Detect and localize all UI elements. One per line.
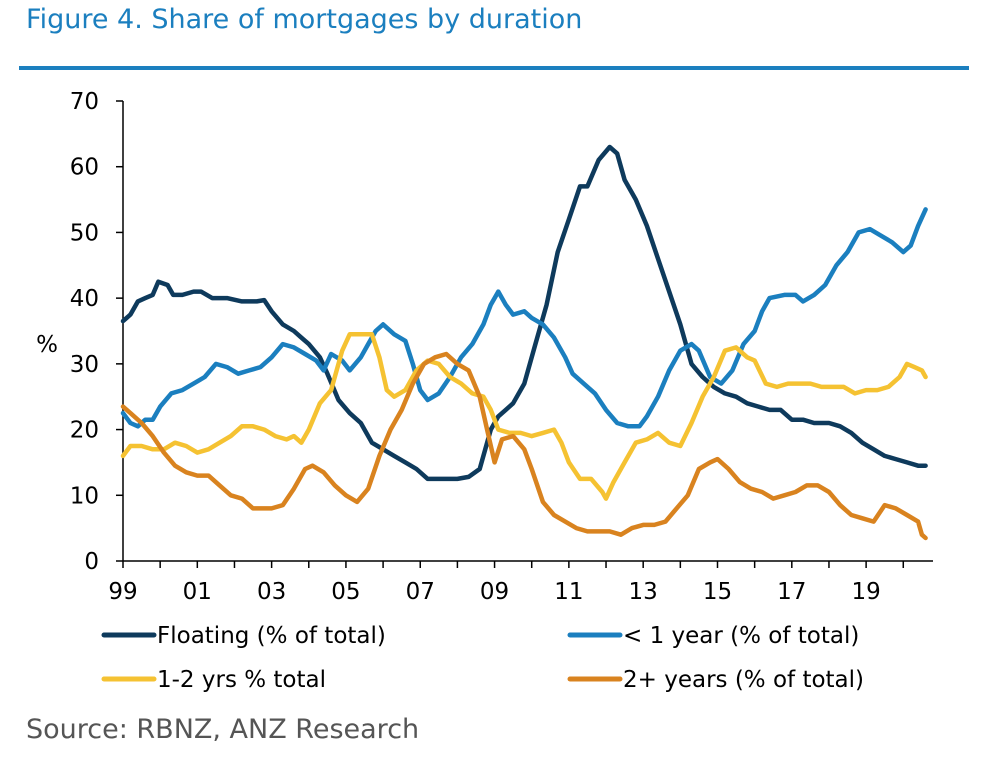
series-line-1 bbox=[120, 207, 928, 429]
x-tick-label: 99 bbox=[108, 579, 137, 605]
series-line-3 bbox=[120, 351, 928, 541]
x-tick-label: 19 bbox=[851, 579, 880, 605]
x-tick-label: 17 bbox=[777, 579, 806, 605]
legend-label-0: Floating (% of total) bbox=[157, 623, 386, 649]
y-tick-label: 50 bbox=[70, 220, 99, 246]
y-tick-label: 10 bbox=[70, 483, 99, 509]
x-tick-label: 11 bbox=[554, 579, 583, 605]
chart-title: Figure 4. Share of mortgages by duration bbox=[26, 4, 583, 35]
source-note: Source: RBNZ, ANZ Research bbox=[26, 714, 420, 745]
title-underline bbox=[19, 66, 969, 70]
x-tick-label: 09 bbox=[480, 579, 509, 605]
y-tick-label: 20 bbox=[70, 418, 99, 444]
chart-legend: Floating (% of total) < 1 year (% of tota… bbox=[101, 623, 864, 693]
y-tick-label: 0 bbox=[84, 549, 99, 575]
x-tick-label: 01 bbox=[183, 579, 212, 605]
y-tick-label: 30 bbox=[70, 352, 99, 378]
series-line-0 bbox=[120, 144, 928, 482]
series-lines bbox=[120, 144, 928, 541]
x-tick-label: 07 bbox=[406, 579, 435, 605]
y-axis-label: % bbox=[36, 332, 58, 358]
x-tick-label: 03 bbox=[257, 579, 286, 605]
legend-label-1: < 1 year (% of total) bbox=[623, 623, 859, 649]
y-tick-label: 70 bbox=[70, 89, 99, 115]
x-tick-label: 05 bbox=[331, 579, 360, 605]
x-tick-label: 13 bbox=[629, 579, 658, 605]
y-tick-label: 40 bbox=[70, 286, 99, 312]
x-tick-label: 15 bbox=[703, 579, 732, 605]
series-line-2 bbox=[120, 332, 928, 501]
legend-label-2: 1-2 yrs % total bbox=[157, 667, 326, 693]
y-tick-label: 60 bbox=[70, 155, 99, 181]
chart-axes: 0 10 20 30 40 50 60 70 99 01 03 05 07 09 11 13 15 17 19% bbox=[36, 89, 933, 605]
legend-label-3: 2+ years (% of total) bbox=[623, 667, 864, 693]
